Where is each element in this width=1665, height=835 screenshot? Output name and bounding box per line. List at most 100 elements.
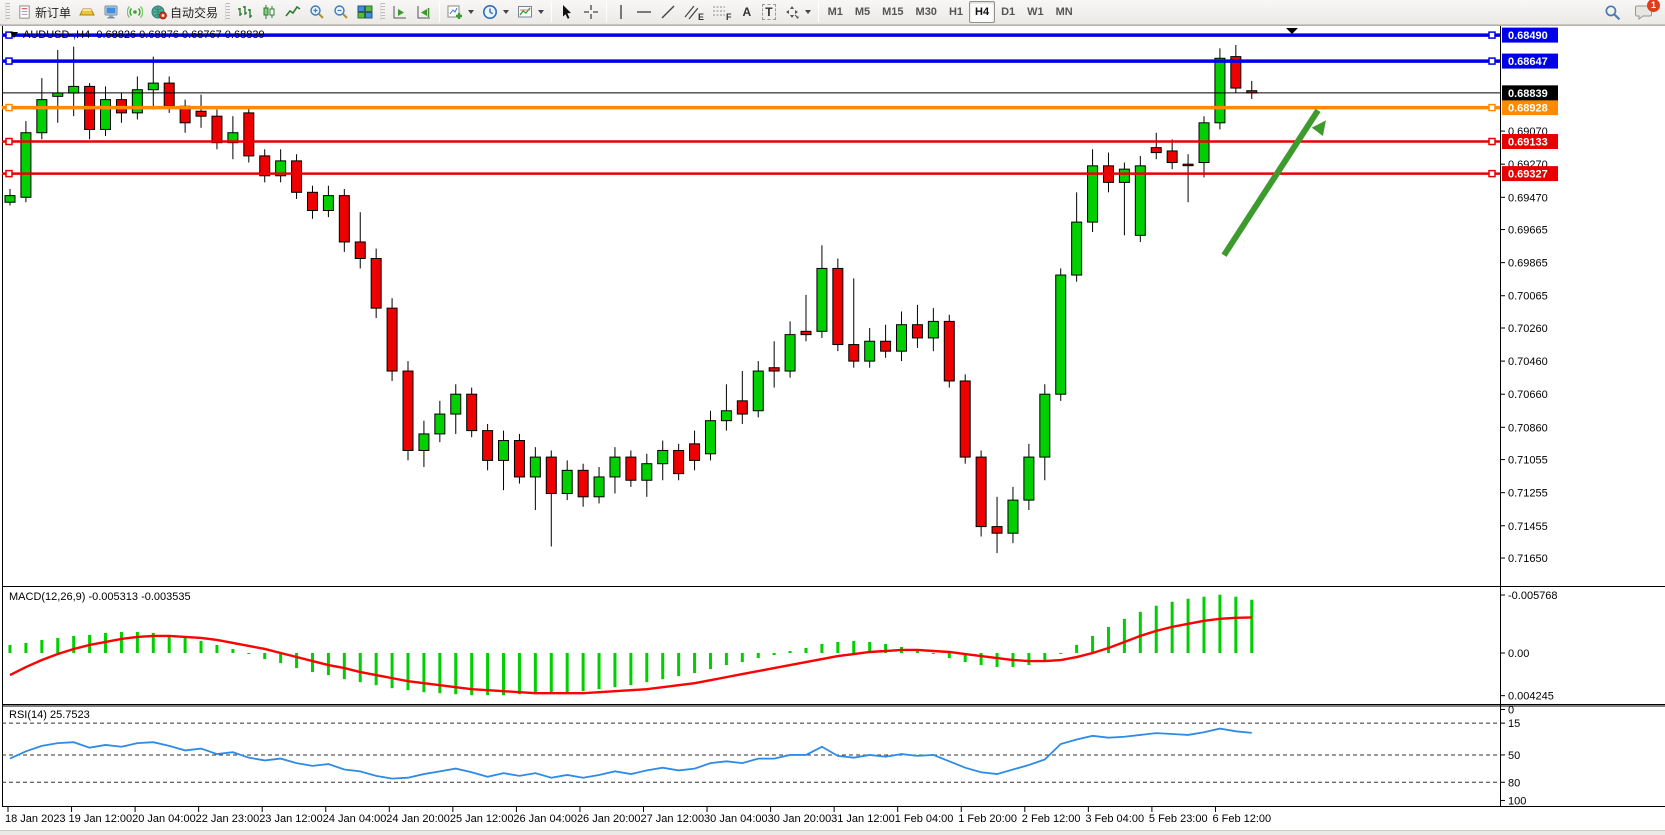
auto-trading-label: 自动交易	[170, 5, 219, 20]
new-order-icon	[19, 4, 30, 19]
template-button[interactable]	[513, 1, 548, 23]
period-m1-button[interactable]: M1	[822, 1, 849, 23]
line-handle[interactable]	[5, 169, 13, 178]
price-tag	[1502, 100, 1558, 116]
line-handle[interactable]	[5, 103, 13, 112]
candle-body	[1214, 57, 1226, 124]
text-label-tool-button[interactable]: T	[758, 1, 779, 23]
period-m5-button[interactable]: M5	[849, 1, 876, 23]
candle-body	[529, 456, 541, 478]
candle-body	[800, 330, 812, 336]
chart-title: AUDUSD-,H4 0.68826 0.68876 0.68767 0.688…	[10, 29, 265, 41]
down-arrow-annotation[interactable]	[1221, 108, 1321, 257]
chart-shift-button[interactable]	[412, 1, 436, 23]
market-watch-button[interactable]	[99, 1, 123, 23]
line-handle[interactable]	[5, 137, 13, 146]
rsi-axis-label: 100	[1508, 795, 1526, 807]
period-m30-button[interactable]: M30	[910, 1, 943, 23]
zoom-in-button[interactable]	[305, 1, 329, 23]
new-chart-button[interactable]	[443, 1, 478, 23]
vertical-line-icon	[620, 5, 622, 19]
period-h1-button[interactable]: H1	[943, 1, 969, 23]
candle-body	[1007, 499, 1019, 534]
tile-windows-button[interactable]	[353, 1, 377, 23]
monitor-icon	[104, 5, 118, 19]
candlestick-chart-button[interactable]	[257, 1, 281, 23]
period-w1-button[interactable]: W1	[1021, 1, 1050, 23]
auto-scroll-icon	[393, 6, 407, 19]
rsi-axis-label: 0	[1508, 704, 1514, 716]
candle-body	[4, 195, 16, 203]
text-tool-button[interactable]: A	[736, 1, 759, 23]
template-icon	[518, 6, 533, 18]
period-menu-button[interactable]	[478, 1, 513, 23]
candle-body	[195, 110, 207, 117]
period-h4-button[interactable]: H4	[969, 1, 996, 23]
symbol-dropdown-icon[interactable]	[10, 32, 18, 38]
price-axis-label: 0.71455	[1508, 521, 1548, 533]
auto-scroll-button[interactable]	[388, 1, 412, 23]
candle-body	[911, 324, 923, 339]
line-handle[interactable]	[1488, 137, 1496, 146]
period-m15-button[interactable]: M15	[876, 1, 909, 23]
price-tag-label: 0.68839	[1508, 88, 1548, 100]
gold-chart-button[interactable]	[75, 1, 99, 23]
candle-body	[593, 476, 605, 498]
notifications-button[interactable]: 1	[1635, 0, 1660, 20]
fibonacci-icon	[713, 6, 726, 16]
price-axis-label: 0.69865	[1508, 258, 1548, 270]
date-axis-label: 24 Jan 04:00	[323, 813, 387, 825]
candle-body	[291, 160, 303, 193]
line-handle[interactable]	[1488, 31, 1496, 39]
candle-body	[832, 267, 844, 346]
candle-body	[370, 258, 382, 309]
date-axis-label: 30 Jan 20:00	[768, 813, 832, 825]
toolbar-grip[interactable]	[380, 3, 386, 21]
vertical-line-tool-button[interactable]	[610, 1, 632, 23]
candle-body	[1150, 147, 1162, 154]
line-handle[interactable]	[1488, 57, 1496, 65]
candle-body	[1230, 56, 1242, 89]
crosshair-button[interactable]	[579, 1, 603, 23]
candle-body	[466, 393, 478, 432]
toolbar-separator	[439, 2, 441, 22]
line-handle[interactable]	[5, 57, 13, 65]
date-axis-label: 6 Feb 12:00	[1212, 813, 1271, 825]
new-order-button[interactable]: 新订单	[13, 1, 75, 23]
chart-shift-marker[interactable]	[1286, 28, 1298, 34]
date-axis-label: 25 Jan 12:00	[450, 813, 514, 825]
period-mn-button[interactable]: MN	[1050, 1, 1079, 23]
candle-body	[1087, 165, 1099, 223]
candle-body	[418, 433, 430, 451]
toolbar-grip[interactable]	[225, 3, 231, 21]
rsi-axis-label: 15	[1508, 718, 1520, 730]
text-tool-label: A	[742, 5, 752, 19]
search-button[interactable]	[1600, 1, 1625, 23]
channel-tool-button[interactable]: E	[680, 1, 708, 23]
horizontal-line-icon	[637, 11, 652, 13]
candle-body	[338, 195, 350, 243]
arrows-tool-button[interactable]	[780, 1, 815, 23]
price-tag-label: 0.69327	[1508, 169, 1548, 181]
signals-button[interactable]	[123, 1, 147, 23]
candle-body	[991, 526, 1003, 534]
line-handle[interactable]	[1488, 103, 1496, 112]
period-d1-button[interactable]: D1	[995, 1, 1021, 23]
line-handle[interactable]	[1488, 169, 1496, 178]
auto-trading-button[interactable]: 自动交易	[147, 1, 222, 23]
zoom-out-button[interactable]	[329, 1, 353, 23]
candle-body	[211, 115, 223, 144]
bar-chart-button[interactable]	[233, 1, 257, 23]
fibonacci-tool-button[interactable]: F	[708, 1, 736, 23]
trendline-tool-button[interactable]	[656, 1, 680, 23]
chart-shift-icon	[417, 6, 431, 19]
candle-body	[689, 443, 701, 461]
toolbar-grip[interactable]	[5, 3, 10, 21]
down-arrow-head	[1311, 120, 1326, 137]
price-tag-label: 0.69133	[1508, 137, 1548, 149]
line-chart-button[interactable]	[281, 1, 305, 23]
cursor-button[interactable]	[555, 1, 579, 23]
horizontal-line-tool-button[interactable]	[632, 1, 656, 23]
candle-body	[402, 370, 414, 451]
